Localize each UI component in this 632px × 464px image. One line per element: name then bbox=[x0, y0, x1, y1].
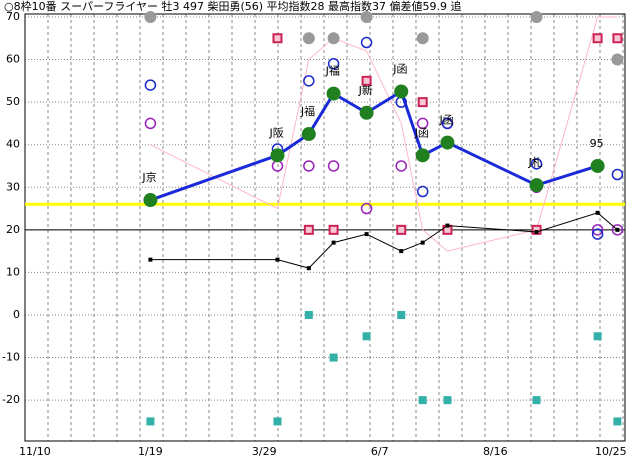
y-tick-label: 30 bbox=[6, 180, 20, 193]
marker bbox=[415, 148, 430, 163]
marker bbox=[445, 223, 450, 228]
point-label: J函 bbox=[414, 126, 429, 139]
y-tick-label: 60 bbox=[6, 53, 20, 66]
marker bbox=[273, 417, 282, 426]
marker bbox=[530, 10, 543, 23]
marker bbox=[328, 224, 339, 235]
point-label: 95 bbox=[590, 137, 604, 150]
marker bbox=[611, 224, 624, 236]
marker bbox=[440, 135, 455, 150]
marker bbox=[590, 158, 605, 173]
point-label: J札 bbox=[528, 156, 543, 169]
marker bbox=[364, 232, 369, 237]
x-tick-label: 3/29 bbox=[252, 445, 277, 458]
marker bbox=[303, 160, 315, 172]
marker bbox=[394, 84, 409, 99]
marker bbox=[329, 353, 338, 362]
marker bbox=[301, 127, 316, 142]
marker bbox=[360, 202, 373, 215]
marker bbox=[441, 117, 454, 130]
marker bbox=[327, 160, 340, 172]
marker bbox=[359, 105, 374, 120]
point-label: J阪 bbox=[268, 125, 283, 139]
marker bbox=[532, 396, 541, 405]
y-tick-label: 10 bbox=[6, 265, 20, 278]
marker bbox=[327, 32, 340, 45]
x-tick-label: 10/25 bbox=[595, 445, 627, 458]
chart-title: ○8枠10番 スーパーフライヤー 牡3 497 柴田勇(56) 平均指数28 最… bbox=[4, 0, 462, 13]
marker bbox=[591, 224, 604, 236]
marker bbox=[304, 310, 313, 319]
marker bbox=[144, 79, 157, 91]
marker bbox=[612, 33, 623, 44]
marker bbox=[418, 396, 427, 405]
y-tick-label: -10 bbox=[2, 351, 20, 364]
y-tick-label: 0 bbox=[13, 308, 20, 321]
marker bbox=[529, 178, 544, 193]
point-label: J福 bbox=[325, 64, 340, 78]
marker bbox=[144, 117, 157, 130]
marker bbox=[416, 32, 429, 45]
marker bbox=[326, 86, 341, 101]
y-tick-label: -20 bbox=[2, 393, 20, 406]
point-label: J函 bbox=[392, 62, 407, 75]
marker bbox=[275, 257, 280, 262]
marker bbox=[416, 117, 429, 130]
marker bbox=[443, 396, 452, 405]
marker bbox=[615, 227, 620, 232]
marker bbox=[270, 148, 285, 163]
marker bbox=[360, 36, 373, 49]
marker bbox=[611, 168, 624, 181]
series-line bbox=[150, 16, 618, 252]
marker bbox=[144, 10, 157, 23]
marker bbox=[331, 240, 336, 245]
y-tick-label: 50 bbox=[6, 95, 20, 108]
point-label: J新 bbox=[358, 83, 373, 97]
x-tick-label: 8/16 bbox=[483, 445, 508, 458]
marker bbox=[593, 332, 602, 341]
marker bbox=[420, 240, 425, 245]
marker bbox=[395, 160, 407, 172]
marker bbox=[534, 229, 539, 234]
marker bbox=[611, 53, 624, 66]
x-tick-label: 1/19 bbox=[138, 445, 163, 458]
marker bbox=[397, 310, 406, 319]
x-tick-label: 11/10 bbox=[19, 445, 51, 458]
marker bbox=[591, 228, 604, 240]
y-tick-label: 20 bbox=[6, 223, 20, 236]
marker bbox=[613, 417, 622, 426]
marker bbox=[148, 257, 153, 262]
point-label: J福 bbox=[300, 104, 315, 118]
y-tick-label: 40 bbox=[6, 138, 20, 151]
marker bbox=[361, 75, 372, 86]
marker bbox=[416, 185, 429, 198]
point-label: J函 bbox=[438, 114, 453, 127]
marker bbox=[272, 33, 283, 44]
y-tick-label: 70 bbox=[6, 10, 20, 23]
marker bbox=[417, 97, 428, 108]
marker bbox=[399, 249, 404, 254]
marker bbox=[592, 33, 603, 44]
marker bbox=[362, 332, 371, 341]
marker bbox=[360, 10, 373, 23]
marker bbox=[143, 193, 158, 208]
marker bbox=[303, 224, 314, 235]
marker bbox=[146, 417, 155, 426]
marker bbox=[303, 75, 315, 87]
x-tick-label: 6/7 bbox=[371, 445, 389, 458]
series-line bbox=[149, 89, 599, 202]
marker bbox=[595, 210, 600, 215]
marker bbox=[327, 58, 340, 70]
point-label: J京 bbox=[141, 170, 156, 184]
marker bbox=[396, 224, 407, 235]
marker bbox=[306, 266, 311, 271]
marker bbox=[530, 158, 543, 170]
marker bbox=[302, 32, 315, 45]
plot-frame bbox=[24, 13, 626, 442]
